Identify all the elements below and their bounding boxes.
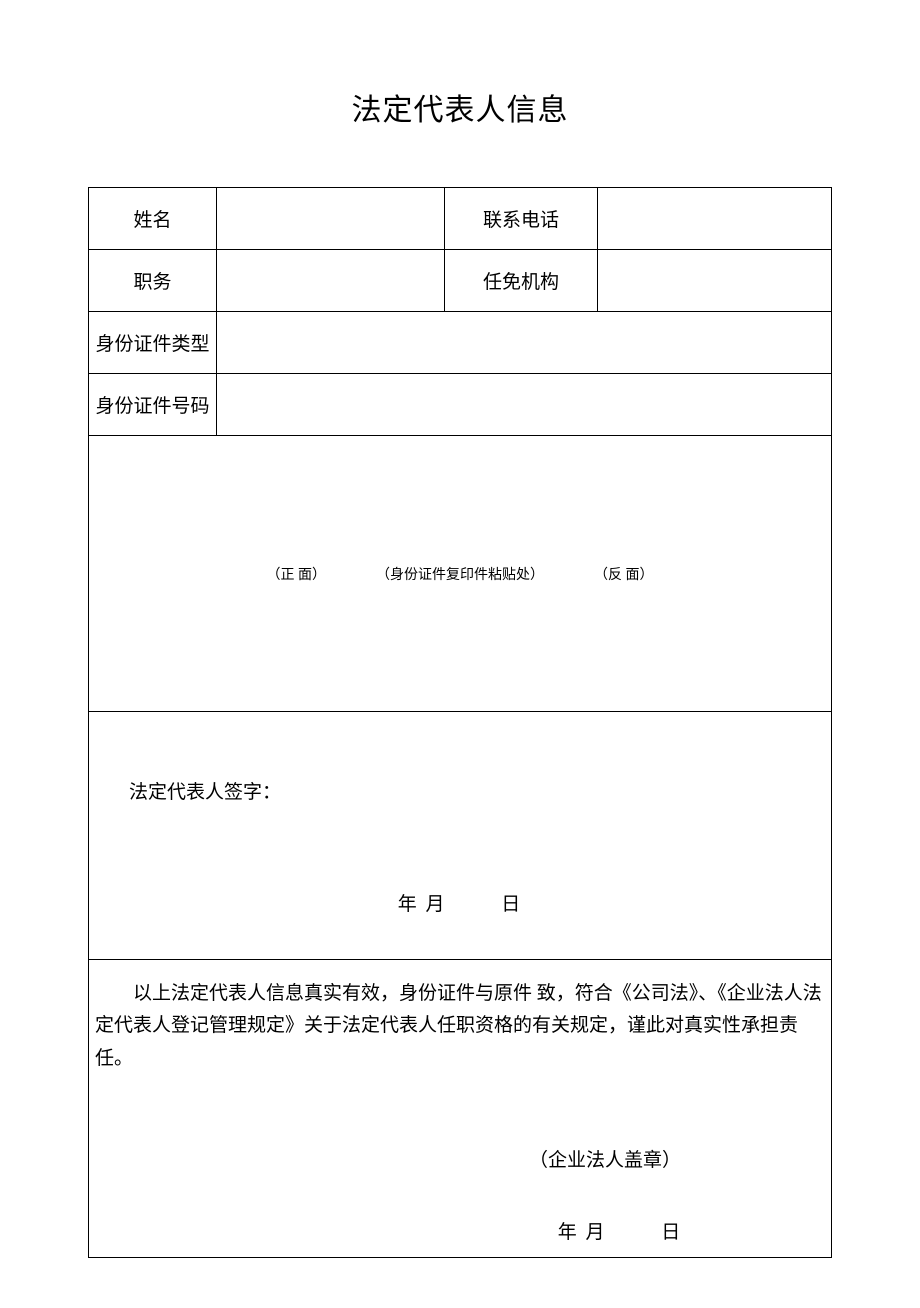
row-declaration: 以上法定代表人信息真实有效，身份证件与原件 致，符合《公司法》、《企业法人法定代… <box>89 960 832 1258</box>
id-attachment-cell: （正 面） （身份证件复印件粘贴处） （反 面） <box>89 436 832 712</box>
declaration-body: 以上法定代表人信息真实有效，身份证件与原件 致，符合《公司法》、《企业法人法定代… <box>95 983 822 1069</box>
signature-cell: 法定代表人签字： 年 月 日 <box>89 712 832 960</box>
row-id-number: 身份证件号码 <box>89 374 832 436</box>
id-back-label: （反 面） <box>594 564 654 584</box>
page-container: 法定代表人信息 姓名 联系电话 职务 任免机构 身份证件类型 身份证件号码 （正… <box>0 0 920 1308</box>
declaration-month: 月 <box>585 1222 606 1243</box>
declaration-day: 日 <box>661 1222 682 1243</box>
id-number-value[interactable] <box>217 374 832 436</box>
declaration-cell: 以上法定代表人信息真实有效，身份证件与原件 致，符合《公司法》、《企业法人法定代… <box>89 960 832 1258</box>
declaration-text: 以上法定代表人信息真实有效，身份证件与原件 致，符合《公司法》、《企业法人法定代… <box>95 978 825 1075</box>
signature-day: 日 <box>501 894 522 915</box>
signature-inner: 法定代表人签字： 年 月 日 <box>129 777 791 939</box>
row-name-phone: 姓名 联系电话 <box>89 188 832 250</box>
phone-value[interactable] <box>598 188 832 250</box>
position-label: 职务 <box>89 250 217 312</box>
id-number-label: 身份证件号码 <box>89 374 217 436</box>
page-title: 法定代表人信息 <box>88 85 832 129</box>
seal-label: （企业法人盖章） <box>95 1145 825 1177</box>
signature-year: 年 <box>398 894 419 915</box>
id-type-label: 身份证件类型 <box>89 312 217 374</box>
row-signature: 法定代表人签字： 年 月 日 <box>89 712 832 960</box>
phone-label: 联系电话 <box>445 188 598 250</box>
signature-date-line: 年 月 日 <box>129 889 791 916</box>
appoint-org-label: 任免机构 <box>445 250 598 312</box>
position-value[interactable] <box>217 250 445 312</box>
id-attachment-content: （正 面） （身份证件复印件粘贴处） （反 面） <box>89 564 831 584</box>
declaration-year: 年 <box>558 1222 579 1243</box>
row-position-org: 职务 任免机构 <box>89 250 832 312</box>
id-type-value[interactable] <box>217 312 832 374</box>
form-table: 姓名 联系电话 职务 任免机构 身份证件类型 身份证件号码 （正 面） （身份证… <box>88 187 832 1258</box>
signature-month: 月 <box>425 894 446 915</box>
appoint-org-value[interactable] <box>598 250 832 312</box>
id-front-label: （正 面） <box>267 564 327 584</box>
row-id-type: 身份证件类型 <box>89 312 832 374</box>
name-label: 姓名 <box>89 188 217 250</box>
signature-label: 法定代表人签字： <box>129 777 791 804</box>
name-value[interactable] <box>217 188 445 250</box>
declaration-date-line: 年 月 日 <box>95 1217 825 1249</box>
row-id-attachment: （正 面） （身份证件复印件粘贴处） （反 面） <box>89 436 832 712</box>
id-middle-label: （身份证件复印件粘贴处） <box>376 564 544 584</box>
